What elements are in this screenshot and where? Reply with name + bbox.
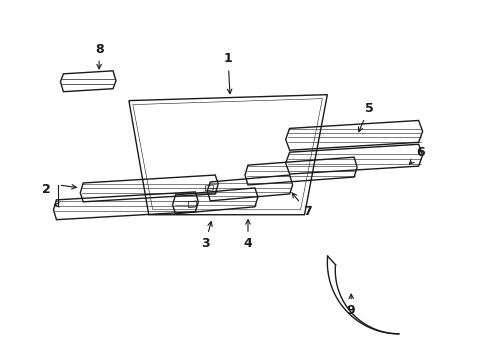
- Text: 7: 7: [292, 193, 311, 218]
- Text: 9: 9: [346, 294, 355, 318]
- Text: 8: 8: [95, 42, 103, 69]
- Text: 2: 2: [42, 184, 51, 197]
- Text: 5: 5: [358, 102, 373, 132]
- Text: 4: 4: [243, 220, 252, 250]
- Text: 3: 3: [201, 222, 212, 250]
- Text: 1: 1: [224, 53, 232, 94]
- Text: 6: 6: [408, 146, 424, 164]
